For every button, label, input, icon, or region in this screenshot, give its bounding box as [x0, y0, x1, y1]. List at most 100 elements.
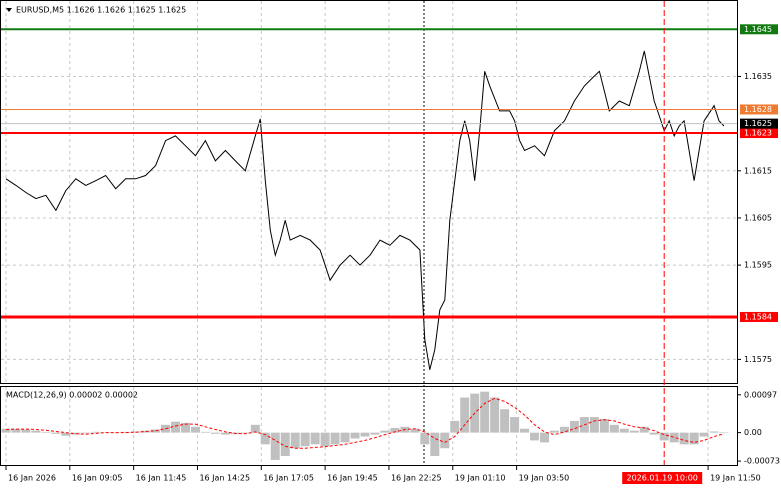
- macd-panel-frame: [0, 386, 738, 466]
- price-panel-frame: [0, 0, 738, 384]
- macd-bar: [460, 397, 470, 433]
- x-tick-label: 16 Jan 09:05: [72, 474, 123, 483]
- macd-bar: [569, 420, 579, 433]
- macd-bar: [380, 430, 390, 433]
- macd-bar: [719, 432, 729, 433]
- x-tick-label: 19 Jan 03:50: [519, 474, 570, 483]
- macd-bar: [141, 430, 151, 433]
- level-label-box: [740, 24, 778, 35]
- macd-bar: [350, 432, 360, 439]
- y-tick-label: 1.1595: [744, 261, 772, 270]
- macd-bar: [559, 426, 569, 433]
- level-label-box: [740, 104, 778, 115]
- macd-bar: [599, 418, 609, 433]
- macd-bar: [549, 430, 559, 433]
- macd-bar: [619, 428, 629, 433]
- macd-bar: [520, 428, 530, 433]
- x-tick-label: 16 Jan 11:45: [136, 474, 187, 483]
- macd-bar: [220, 432, 230, 435]
- macd-bar: [290, 432, 300, 449]
- macd-bar: [699, 432, 709, 437]
- macd-bar: [679, 432, 689, 445]
- macd-bar: [190, 426, 200, 433]
- current-price-label: 1.1625: [744, 119, 772, 128]
- macd-bar: [440, 432, 450, 449]
- macd-bar: [609, 424, 619, 433]
- y-tick-label: 0.00: [744, 428, 762, 437]
- macd-bar: [629, 430, 639, 433]
- macd-bar: [390, 427, 400, 433]
- macd-bar: [500, 409, 510, 433]
- macd-bar: [649, 432, 659, 435]
- macd-bar: [430, 432, 440, 457]
- x-tick-label: 16 Jan 14:25: [199, 474, 250, 483]
- macd-bar: [151, 429, 161, 433]
- macd-bar: [639, 426, 649, 433]
- macd-bar: [280, 432, 290, 457]
- macd-bar: [240, 432, 250, 434]
- macd-bar: [21, 429, 31, 433]
- y-tick-label: 1.1615: [744, 166, 772, 175]
- crosshair-label-box: [622, 472, 703, 484]
- macd-bar: [260, 432, 270, 445]
- macd-bar: [200, 431, 210, 433]
- macd-bar: [91, 431, 101, 433]
- macd-bar: [180, 422, 190, 433]
- macd-bar: [270, 432, 280, 460]
- macd-bar: [310, 432, 320, 445]
- macd-bar: [540, 432, 550, 443]
- macd-bar: [669, 432, 679, 443]
- y-tick-label: 0.00097: [744, 390, 777, 399]
- macd-bar: [131, 431, 141, 433]
- macd-bar: [589, 417, 599, 433]
- level-label-box: [740, 128, 778, 139]
- macd-bar: [360, 432, 370, 437]
- level-label: 1.1584: [744, 312, 772, 321]
- macd-bar: [490, 397, 500, 433]
- x-tick-label: 16 Jan 19:45: [327, 474, 378, 483]
- macd-bar: [1, 428, 11, 433]
- macd-bar: [480, 391, 490, 433]
- macd-bar: [689, 432, 699, 445]
- y-tick-label: 1.1605: [744, 213, 772, 222]
- macd-bar: [121, 431, 131, 433]
- macd-bar: [370, 432, 380, 435]
- macd-bar: [510, 417, 520, 433]
- level-label: 1.1628: [744, 105, 772, 114]
- macd-title: MACD(12,26,9) 0.00002 0.00002: [6, 391, 138, 400]
- level-label: 1.1645: [744, 25, 772, 34]
- menu-arrow: [6, 8, 12, 12]
- macd-bar: [450, 420, 460, 433]
- x-tick-label: 19 Jan 01:10: [455, 474, 506, 483]
- macd-bar: [31, 430, 41, 433]
- x-tick-label: 16 Jan 17:05: [263, 474, 314, 483]
- current-price-box: [740, 118, 778, 129]
- macd-bar: [171, 421, 181, 433]
- macd-bar: [11, 428, 21, 433]
- crosshair-label: 2026.01.19 10:00: [626, 474, 697, 483]
- signal-line: [5, 397, 725, 449]
- y-tick-label: 1.1575: [744, 355, 772, 364]
- macd-bar: [420, 432, 430, 445]
- macd-bar: [659, 432, 669, 441]
- symbol-title: EURUSD,M5 1.1626 1.1626 1.1625 1.1625: [16, 6, 186, 15]
- macd-bar: [330, 432, 340, 445]
- y-tick-label: 1.1635: [744, 72, 772, 81]
- macd-bar: [320, 432, 330, 447]
- macd-bar: [81, 432, 91, 434]
- x-tick-label: 16 Jan 22:25: [391, 474, 442, 483]
- macd-bar: [709, 431, 719, 433]
- macd-bar: [210, 432, 220, 434]
- macd-bar: [51, 432, 61, 434]
- macd-bar: [340, 432, 350, 443]
- macd-bar: [530, 432, 540, 441]
- price-line: [5, 50, 725, 370]
- macd-bar: [250, 424, 260, 433]
- macd-bar: [41, 431, 51, 433]
- level-label: 1.1623: [744, 129, 772, 138]
- macd-bar: [410, 428, 420, 433]
- x-tick-label: 19 Jan 11:50: [710, 474, 761, 483]
- x-tick-label: 16 Jan 2026: [8, 474, 56, 483]
